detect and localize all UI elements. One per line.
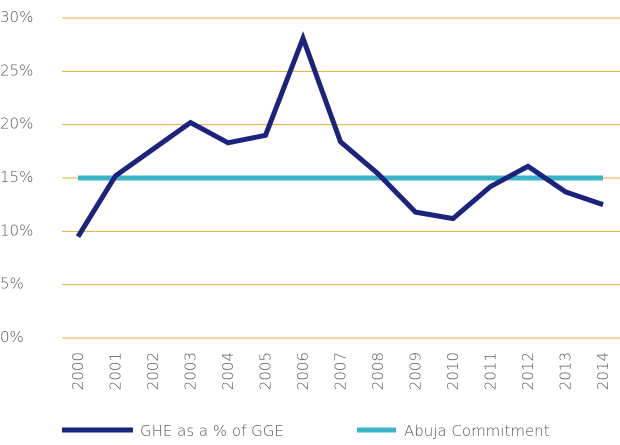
x-tick-label: 2010 xyxy=(444,352,462,390)
x-tick-label: 2002 xyxy=(144,352,162,390)
x-tick-label: 2013 xyxy=(557,352,575,390)
y-tick-label: 20% xyxy=(0,115,33,133)
y-tick-label: 5% xyxy=(0,275,24,293)
x-tick-label: 2004 xyxy=(219,352,237,390)
x-tick-label: 2003 xyxy=(182,352,200,390)
x-tick-label: 2001 xyxy=(107,352,125,390)
x-tick-label: 2012 xyxy=(519,352,537,390)
x-tick-label: 2009 xyxy=(407,352,425,390)
y-tick-label: 30% xyxy=(0,8,33,26)
x-tick-label: 2014 xyxy=(594,352,612,390)
y-tick-label: 25% xyxy=(0,61,33,79)
y-tick-label: 0% xyxy=(0,328,24,346)
x-tick-label: 2008 xyxy=(369,352,387,390)
series-line xyxy=(75,31,604,238)
legend-label: GHE as a % of GGE xyxy=(140,422,284,440)
x-tick-label: 2000 xyxy=(69,352,87,390)
x-tick-label: 2006 xyxy=(294,352,312,390)
y-tick-label: 10% xyxy=(0,221,33,239)
x-tick-label: 2011 xyxy=(482,352,500,390)
y-tick-label: 15% xyxy=(0,168,33,186)
x-tick-label: 2007 xyxy=(332,352,350,390)
x-tick-label: 2005 xyxy=(257,352,275,390)
legend-label: Abuja Commitment xyxy=(404,422,550,440)
